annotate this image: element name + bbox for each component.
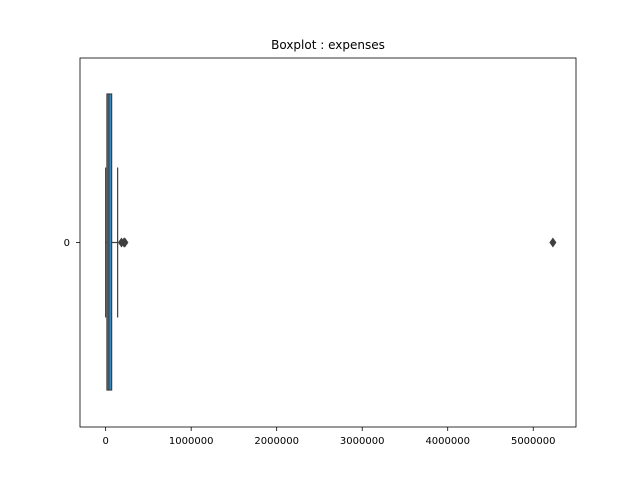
y-axis: 0 bbox=[64, 238, 80, 249]
x-tick-label-1: 1000000 bbox=[169, 436, 214, 447]
plot-area-frame bbox=[79, 57, 577, 428]
x-tick-label-3: 3000000 bbox=[340, 436, 385, 447]
x-tick-label-4: 4000000 bbox=[425, 436, 470, 447]
x-tick-label-2: 2000000 bbox=[254, 436, 299, 447]
boxplot-marks bbox=[105, 93, 557, 391]
chart-title: Boxplot : expenses bbox=[271, 38, 385, 52]
y-tick-label-0: 0 bbox=[64, 238, 70, 249]
x-tick-label-5: 5000000 bbox=[511, 436, 556, 447]
x-tick-label-0: 0 bbox=[102, 436, 108, 447]
outlier-3 bbox=[549, 237, 557, 248]
x-axis: 0 1000000 2000000 3000000 4000000 5000000 bbox=[102, 427, 556, 447]
outlier-2 bbox=[121, 237, 129, 248]
